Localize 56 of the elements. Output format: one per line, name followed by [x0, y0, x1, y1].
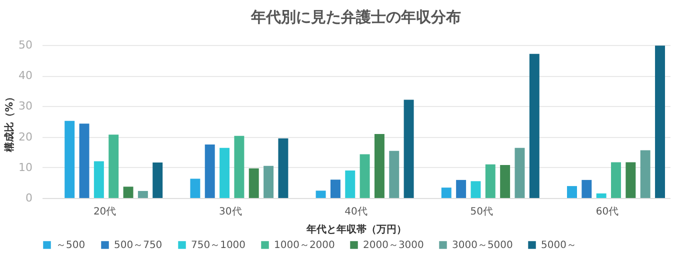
y-tick-label: 10 — [18, 160, 32, 174]
bar — [94, 161, 104, 198]
bar — [204, 144, 215, 198]
bar — [152, 162, 163, 198]
bar — [190, 178, 200, 198]
legend-label: 500～750 — [114, 240, 162, 251]
bar — [234, 136, 244, 198]
bar — [567, 186, 577, 198]
x-tick-label: 60代 — [596, 206, 619, 218]
bar — [220, 148, 230, 198]
bar — [456, 180, 466, 198]
bar — [360, 154, 370, 198]
bar — [248, 168, 259, 198]
x-tick-label: 30代 — [219, 206, 242, 218]
legend-label: 3000～5000 — [452, 240, 513, 251]
bar — [79, 124, 90, 198]
bar — [316, 190, 326, 198]
x-axis-title: 年代と年収帯（万円） — [306, 224, 406, 236]
bar — [626, 162, 636, 198]
bar — [330, 180, 340, 198]
bar — [264, 166, 274, 198]
bar — [514, 148, 525, 198]
bar — [500, 164, 510, 198]
bar — [345, 170, 356, 198]
bar — [138, 190, 148, 198]
bar — [470, 181, 481, 198]
x-tick-label: 40代 — [344, 206, 368, 218]
chart-title: 年代別に見た弁護士の年収分布 — [250, 8, 461, 26]
bar — [582, 180, 592, 198]
legend-label: 750～1000 — [191, 240, 246, 251]
bar — [611, 162, 621, 198]
bar — [485, 164, 496, 198]
bar — [655, 46, 665, 198]
y-tick-label: 50 — [18, 38, 32, 52]
y-tick-label: 20 — [18, 130, 32, 144]
bar — [123, 186, 134, 198]
y-axis-title: 構成比（%） — [4, 92, 16, 154]
legend-label: 1000～2000 — [274, 240, 335, 251]
bar — [374, 134, 384, 198]
bar — [404, 100, 414, 198]
bar — [529, 54, 540, 198]
y-tick-label: 40 — [18, 69, 32, 82]
y-tick-label: 30 — [18, 100, 32, 113]
bar — [64, 120, 75, 198]
legend-label: 2000～3000 — [363, 240, 424, 251]
y-tick-label: 0 — [26, 192, 32, 204]
bar — [441, 188, 452, 198]
legend-label: ～500 — [56, 240, 86, 251]
bar — [596, 193, 606, 198]
bar — [640, 150, 650, 198]
bar — [278, 138, 288, 198]
legend-label: 5000～ — [541, 240, 576, 251]
x-tick-label: 50代 — [470, 206, 493, 218]
x-tick-label: 20代 — [93, 206, 116, 218]
bar — [108, 134, 119, 198]
bar — [389, 150, 400, 198]
